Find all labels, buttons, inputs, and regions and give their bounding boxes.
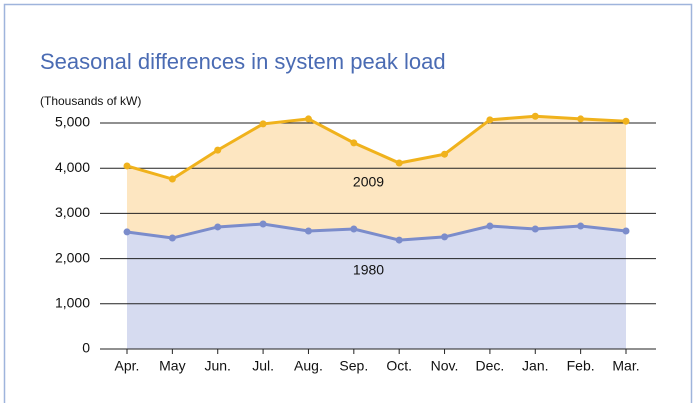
y-tick-label: 1,000 — [55, 295, 90, 311]
marker — [259, 220, 267, 228]
marker — [441, 150, 449, 158]
y-tick-label: 2,000 — [55, 249, 90, 265]
marker — [168, 234, 176, 242]
marker — [395, 159, 403, 167]
y-tick-label: 5,000 — [55, 114, 90, 130]
x-tick-label: Mar. — [612, 358, 639, 374]
y-tick-label: 3,000 — [55, 204, 90, 220]
x-tick-label: Jul. — [252, 358, 274, 374]
marker — [214, 223, 222, 231]
area — [127, 224, 626, 349]
x-tick-label: Jan. — [522, 358, 548, 374]
marker — [304, 115, 312, 123]
x-tick-label: May — [159, 358, 185, 374]
marker — [577, 222, 585, 230]
x-tick-label: Nov. — [431, 358, 459, 374]
line — [126, 114, 627, 181]
marker — [304, 227, 312, 235]
marker — [168, 175, 176, 183]
marker — [259, 120, 267, 128]
marker — [395, 236, 403, 244]
marker — [622, 227, 630, 235]
x-tick-label: Jun. — [204, 358, 230, 374]
line — [126, 222, 627, 242]
marker — [441, 233, 449, 241]
series-label: 1980 — [353, 262, 384, 278]
y-axis-label: (Thousands of kW) — [40, 94, 141, 108]
marker — [531, 225, 539, 233]
chart-title: Seasonal differences in system peak load — [40, 49, 446, 74]
marker — [350, 139, 358, 147]
marker — [486, 116, 494, 124]
marker — [531, 112, 539, 120]
marker — [123, 162, 131, 170]
x-tick-label: Aug. — [294, 358, 323, 374]
marker — [123, 228, 131, 236]
series-label: 2009 — [353, 174, 384, 190]
frame — [3, 3, 693, 403]
x-tick-label: Feb. — [567, 358, 595, 374]
x-tick-label: Dec. — [476, 358, 505, 374]
x-tick-label: Oct. — [386, 358, 412, 374]
marker — [577, 115, 585, 123]
marker — [350, 225, 358, 233]
y-tick-label: 4,000 — [55, 159, 90, 175]
y-tick-label: 0 — [82, 340, 90, 356]
marker — [622, 117, 630, 125]
marker — [214, 146, 222, 154]
marker — [486, 222, 494, 230]
x-tick-label: Apr. — [115, 358, 140, 374]
x-tick-label: Sep. — [339, 358, 368, 374]
